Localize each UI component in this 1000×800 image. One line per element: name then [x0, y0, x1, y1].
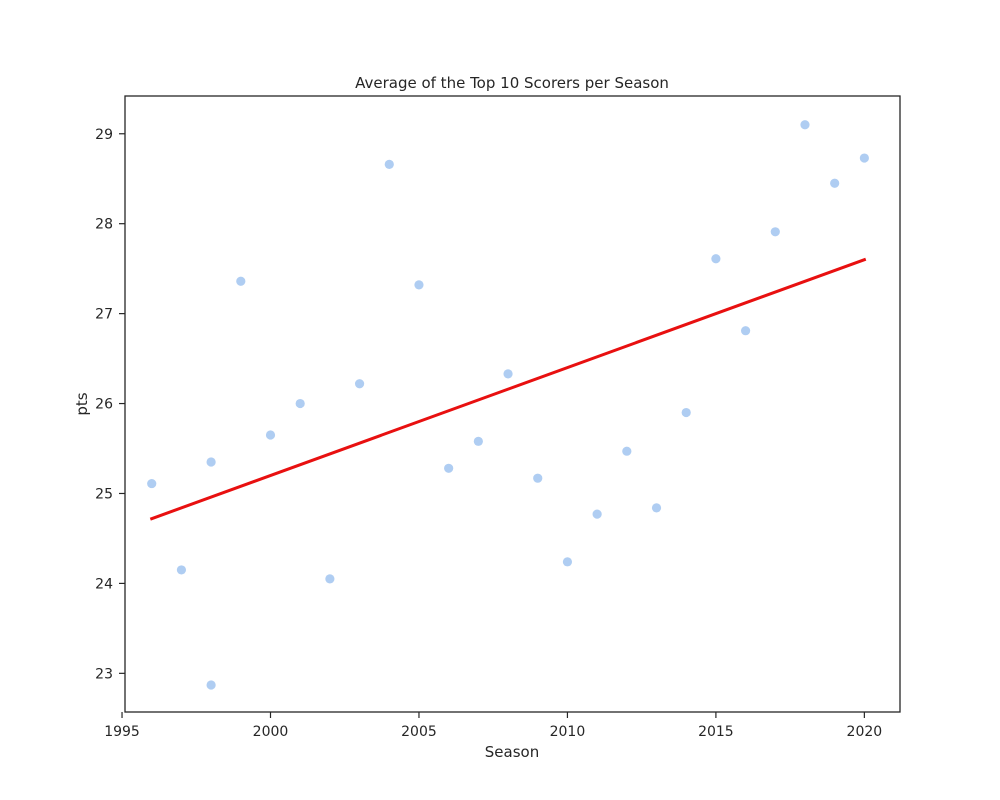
- data-point: [147, 478, 157, 489]
- x-tick-label: 2015: [698, 724, 734, 740]
- data-point: [354, 379, 365, 389]
- x-tick-label: 1995: [104, 724, 140, 740]
- data-point: [562, 557, 573, 567]
- data-point: [533, 473, 543, 483]
- data-point: [681, 407, 691, 418]
- y-axis: 23 24 25 26 27 28 29: [95, 127, 125, 682]
- y-tick-label: 29: [95, 127, 113, 143]
- y-tick-label: 23: [95, 666, 113, 682]
- data-point: [176, 565, 187, 575]
- plot-area-frame: [124, 95, 901, 713]
- data-point: [622, 446, 632, 456]
- y-tick-label: 26: [95, 397, 113, 413]
- x-tick-label: 2020: [847, 724, 883, 740]
- data-point: [651, 503, 662, 513]
- y-tick-label: 27: [95, 307, 113, 323]
- x-tick-label: 2005: [401, 724, 437, 740]
- y-axis-label: pts: [73, 392, 91, 415]
- data-point: [859, 153, 869, 163]
- data-point: [711, 254, 721, 264]
- data-point: [830, 178, 840, 188]
- x-axis: 1995 2000 2005 2010 2015 2020: [104, 712, 882, 740]
- data-point: [206, 680, 216, 690]
- data-point: [325, 574, 335, 584]
- x-tick-label: 2000: [253, 724, 289, 740]
- y-tick-label: 25: [95, 486, 113, 502]
- data-point: [384, 159, 394, 169]
- data-point: [740, 326, 751, 336]
- points-layer: [147, 120, 869, 690]
- trend-line: [149, 257, 867, 521]
- data-point: [414, 280, 424, 290]
- data-point: [503, 369, 513, 379]
- data-point: [206, 457, 216, 467]
- data-point: [770, 227, 780, 237]
- x-tick-label: 2010: [550, 724, 586, 740]
- data-point: [444, 463, 454, 473]
- data-point: [592, 509, 602, 519]
- data-point: [295, 398, 305, 409]
- trend-line-layer: [149, 257, 867, 521]
- data-point: [473, 436, 483, 446]
- data-point: [800, 120, 810, 130]
- x-axis-label: Season: [485, 743, 539, 761]
- data-point: [236, 276, 246, 286]
- y-tick-label: 28: [95, 217, 113, 233]
- y-tick-label: 24: [95, 576, 113, 592]
- data-point: [265, 430, 276, 440]
- chart-title: Average of the Top 10 Scorers per Season: [355, 74, 669, 92]
